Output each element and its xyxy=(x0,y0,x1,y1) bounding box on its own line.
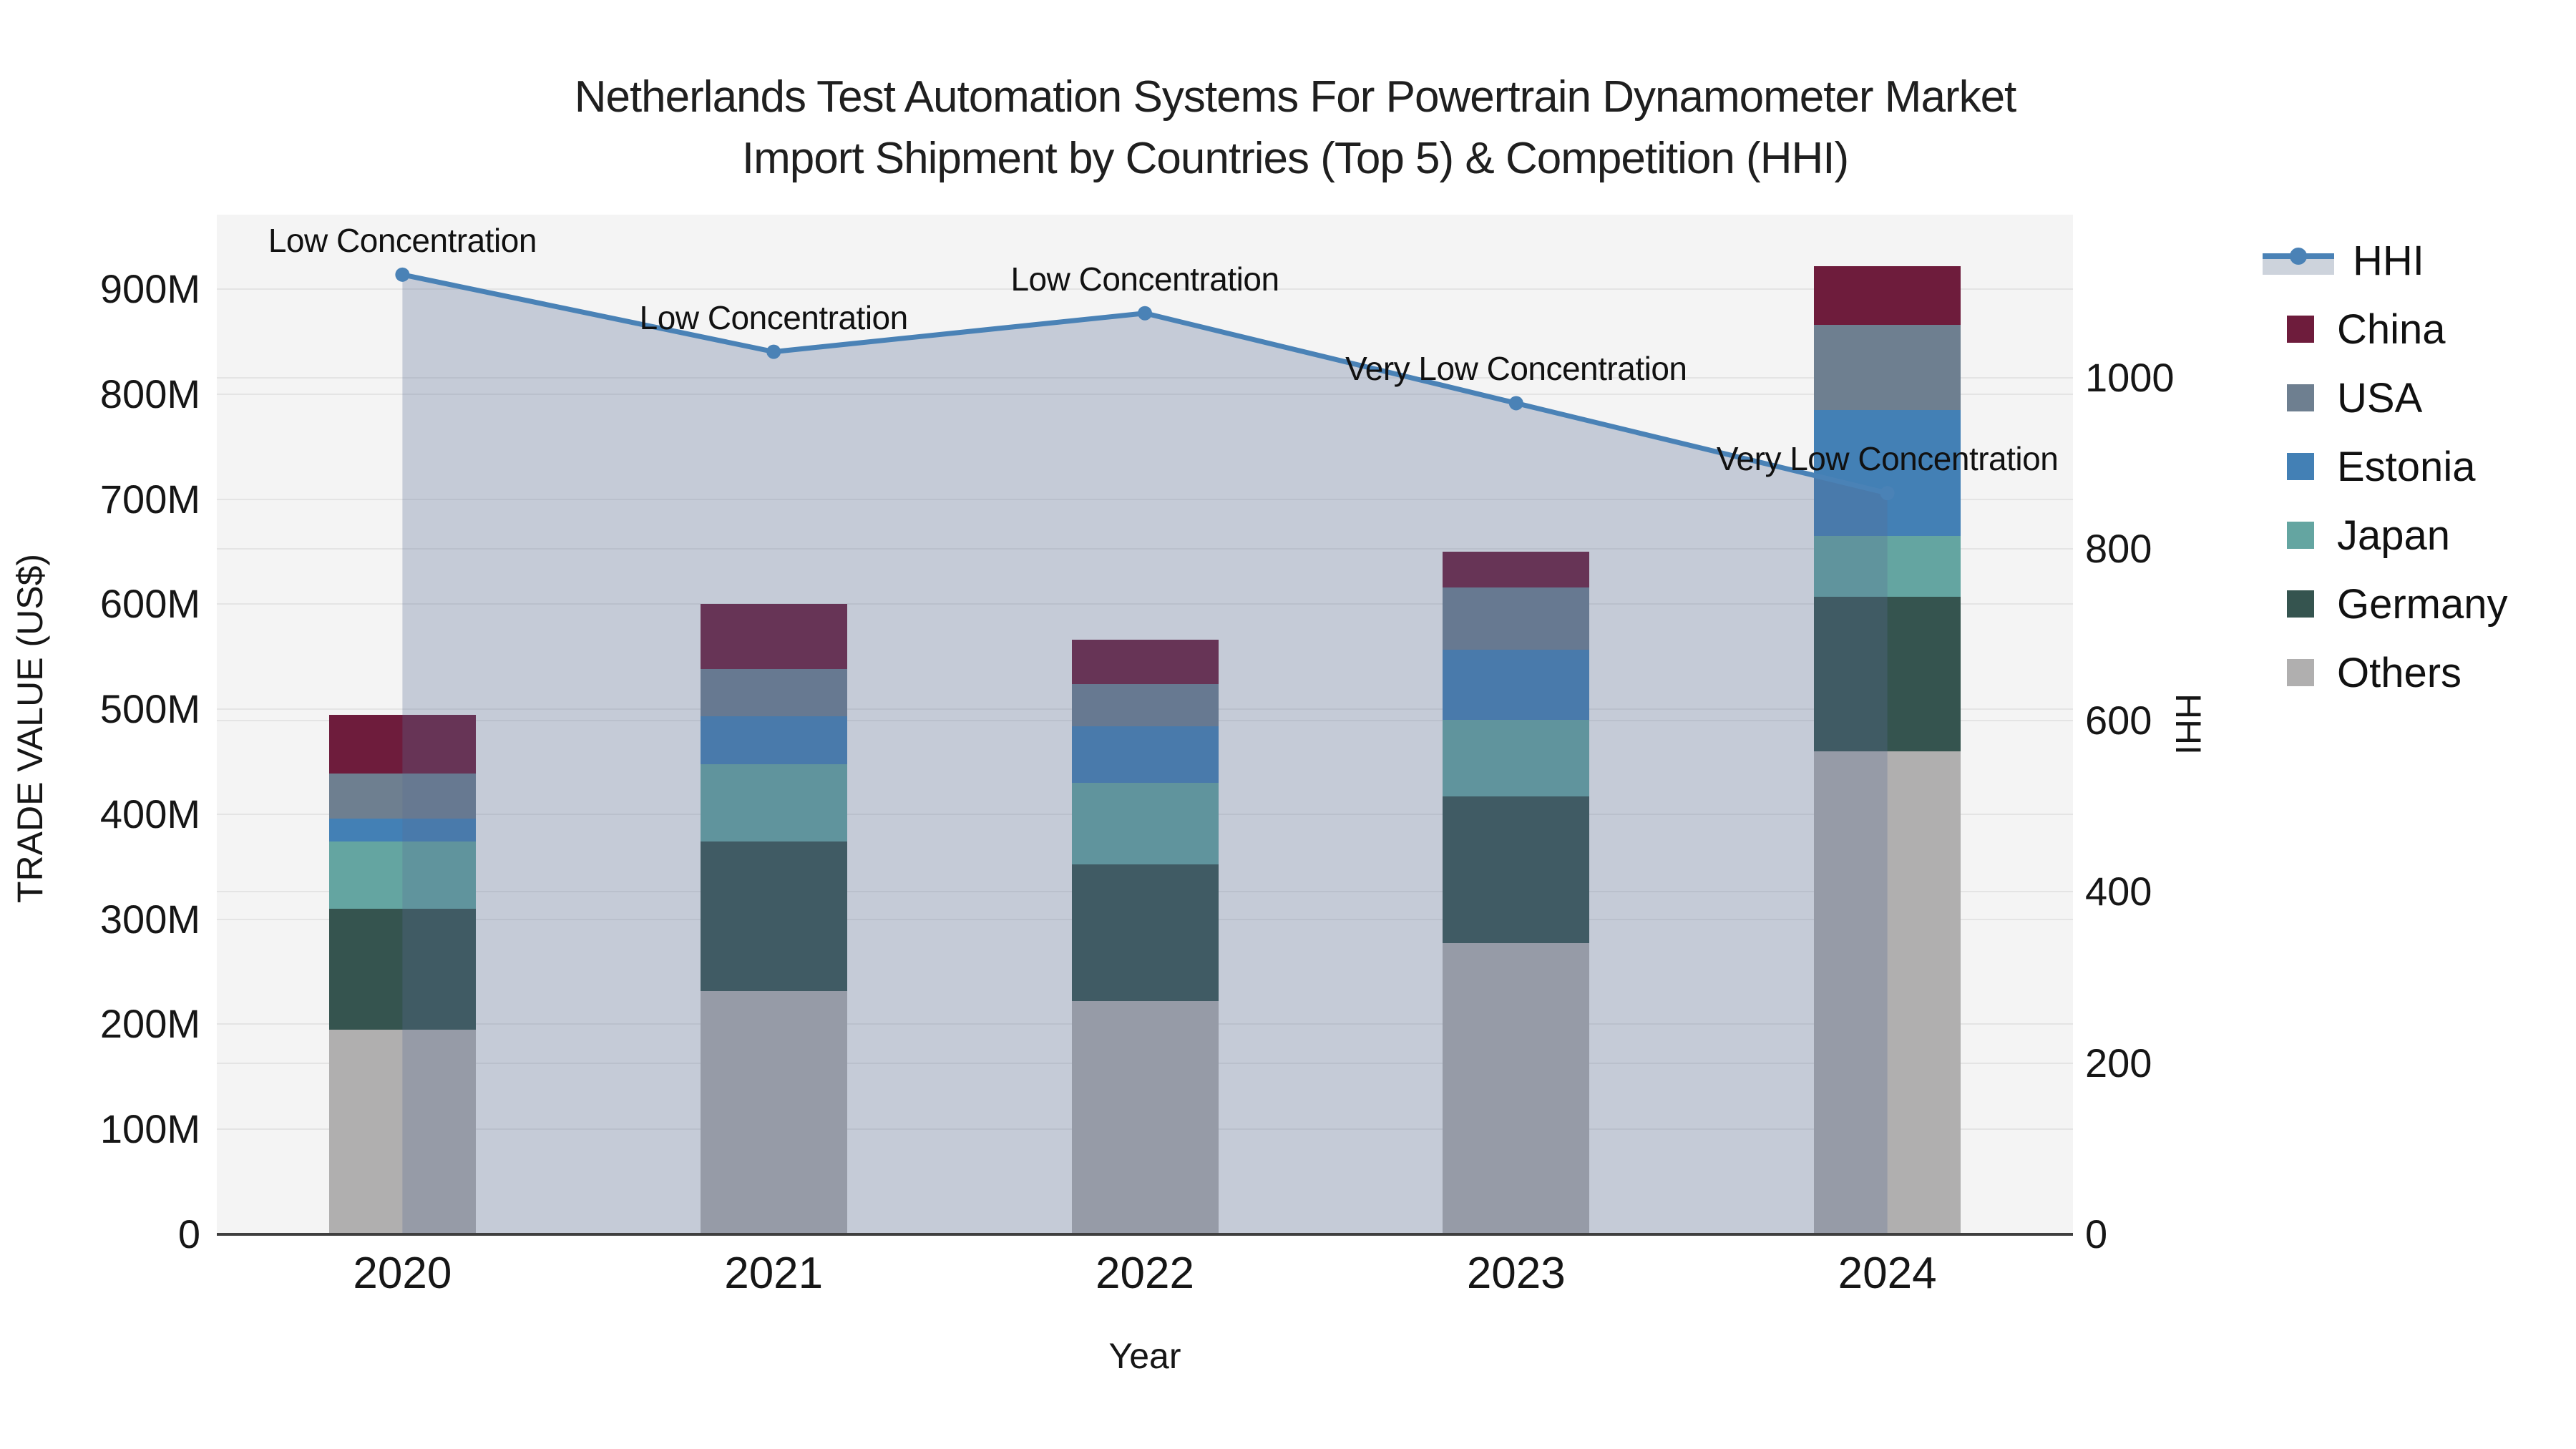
legend-swatch-others xyxy=(2287,659,2314,686)
bar-segment-japan-2021 xyxy=(700,763,847,842)
bar-segment-japan-2023 xyxy=(1443,719,1590,797)
legend-label: Germany xyxy=(2337,580,2508,628)
legend-item-hhi[interactable]: HHI xyxy=(2263,237,2424,284)
bar-segment-others-2021 xyxy=(700,990,847,1234)
y-left-tick-700M: 700M xyxy=(99,476,200,522)
bar-segment-usa-2021 xyxy=(700,669,847,717)
legend-label: China xyxy=(2337,306,2446,353)
y-right-tick-400: 400 xyxy=(2085,869,2152,914)
legend-item-germany[interactable]: Germany xyxy=(2263,580,2508,628)
annotation-2020: Low Concentration xyxy=(268,221,537,259)
bar-segment-usa-2020 xyxy=(328,773,476,819)
bar-segment-china-2020 xyxy=(328,714,476,774)
hhi-line-icon xyxy=(2263,243,2334,278)
gridline-left xyxy=(217,603,2073,605)
y-left-tick-500M: 500M xyxy=(99,686,200,732)
bar-segment-japan-2022 xyxy=(1071,782,1219,865)
bar-segment-estonia-2020 xyxy=(328,818,476,842)
bar-segment-others-2024 xyxy=(1814,751,1961,1234)
y-right-tick-1000: 1000 xyxy=(2085,354,2175,400)
chart-title-line1: Netherlands Test Automation Systems For … xyxy=(574,72,2017,122)
bar-segment-others-2022 xyxy=(1071,1001,1219,1234)
bar-segment-china-2024 xyxy=(1814,265,1961,326)
y-left-tick-0: 0 xyxy=(177,1211,200,1257)
bar-segment-japan-2024 xyxy=(1814,536,1961,597)
legend-label: Estonia xyxy=(2337,443,2476,490)
bar-segment-estonia-2023 xyxy=(1443,649,1590,720)
legend-item-others[interactable]: Others xyxy=(2263,649,2462,696)
legend-label: Japan xyxy=(2337,512,2451,559)
y-left-tick-900M: 900M xyxy=(99,266,200,312)
y-left-tick-100M: 100M xyxy=(99,1106,200,1152)
gridline-left xyxy=(217,393,2073,395)
x-axis-title: Year xyxy=(1108,1336,1181,1376)
bar-segment-germany-2020 xyxy=(328,909,476,1030)
bar-segment-china-2022 xyxy=(1071,640,1219,684)
annotation-2022: Low Concentration xyxy=(1010,260,1279,298)
gridline-right xyxy=(217,548,2073,550)
y-axis-title-left: TRADE VALUE (US$) xyxy=(10,553,50,904)
gridline-left xyxy=(217,498,2073,500)
y-right-tick-0: 0 xyxy=(2085,1211,2108,1257)
bar-segment-estonia-2021 xyxy=(700,716,847,764)
annotation-2023: Very Low Concentration xyxy=(1345,350,1687,388)
legend-item-china[interactable]: China xyxy=(2263,306,2446,353)
gridline-right xyxy=(217,376,2073,379)
x-tick-2020: 2020 xyxy=(353,1249,452,1298)
legend-swatch-estonia xyxy=(2287,453,2314,480)
y-left-tick-800M: 800M xyxy=(99,371,200,416)
bar-segment-usa-2022 xyxy=(1071,683,1219,726)
legend-swatch-japan xyxy=(2287,522,2314,549)
bar-segment-germany-2024 xyxy=(1814,597,1961,751)
legend-item-usa[interactable]: USA xyxy=(2263,374,2423,421)
y-left-tick-400M: 400M xyxy=(99,791,200,836)
legend-item-japan[interactable]: Japan xyxy=(2263,512,2451,559)
bar-segment-germany-2021 xyxy=(700,841,847,991)
x-tick-2022: 2022 xyxy=(1096,1249,1194,1298)
bar-segment-germany-2022 xyxy=(1071,864,1219,1002)
y-right-tick-200: 200 xyxy=(2085,1040,2152,1085)
bar-segment-others-2023 xyxy=(1443,943,1590,1234)
legend-label: USA xyxy=(2337,374,2423,421)
y-left-tick-300M: 300M xyxy=(99,896,200,942)
y-left-tick-600M: 600M xyxy=(99,581,200,627)
bar-segment-usa-2024 xyxy=(1814,325,1961,410)
y-right-tick-800: 800 xyxy=(2085,526,2152,572)
bar-segment-japan-2020 xyxy=(328,841,476,909)
bar-segment-others-2020 xyxy=(328,1029,476,1234)
annotation-2021: Low Concentration xyxy=(639,298,909,336)
x-tick-2024: 2024 xyxy=(1838,1249,1937,1298)
chart-title-line2: Import Shipment by Countries (Top 5) & C… xyxy=(741,134,1849,183)
legend-swatch-germany xyxy=(2287,590,2314,618)
legend-swatch-usa xyxy=(2287,384,2314,411)
x-tick-2023: 2023 xyxy=(1466,1249,1566,1298)
y-left-tick-200M: 200M xyxy=(99,1001,200,1047)
legend-swatch-china xyxy=(2287,316,2314,343)
legend-label: HHI xyxy=(2353,237,2424,284)
legend-label: Others xyxy=(2337,649,2462,696)
bar-segment-usa-2023 xyxy=(1443,587,1590,650)
legend-item-estonia[interactable]: Estonia xyxy=(2263,443,2476,490)
y-right-tick-600: 600 xyxy=(2085,697,2152,743)
bar-segment-estonia-2022 xyxy=(1071,726,1219,783)
y-axis-title-right: HHI xyxy=(2168,693,2208,756)
x-tick-2021: 2021 xyxy=(724,1249,824,1298)
bar-segment-china-2023 xyxy=(1443,552,1590,587)
bar-segment-germany-2023 xyxy=(1443,796,1590,944)
x-axis-line xyxy=(217,1233,2073,1236)
bar-segment-china-2021 xyxy=(700,604,847,670)
annotation-2024: Very Low Concentration xyxy=(1716,440,2059,478)
